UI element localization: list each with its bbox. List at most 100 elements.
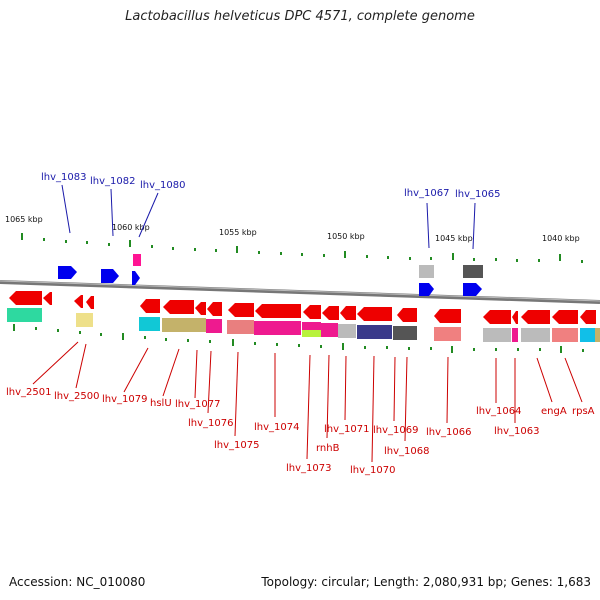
gene-box	[580, 328, 595, 342]
gene-arrow-reverse[interactable]	[255, 304, 301, 318]
minor-tick	[320, 345, 322, 348]
minor-tick	[144, 336, 146, 339]
leader-line	[404, 356, 408, 442]
leader-line	[446, 356, 449, 424]
gene-arrow-reverse[interactable]	[397, 308, 417, 322]
major-tick	[559, 254, 561, 261]
minor-tick	[582, 349, 584, 352]
minor-tick	[387, 256, 389, 259]
gene-arrow-forward[interactable]	[58, 266, 77, 279]
gene-arrow-reverse[interactable]	[140, 299, 160, 313]
minor-tick	[538, 259, 540, 262]
gene-arrow-reverse[interactable]	[74, 295, 83, 308]
gene-label[interactable]: lhv_1068	[384, 446, 429, 457]
gene-label[interactable]: lhv_1066	[426, 427, 471, 438]
gene-arrow-reverse[interactable]	[322, 306, 339, 320]
gene-box	[552, 328, 578, 342]
gene-label[interactable]: rpsA	[572, 406, 595, 417]
gene-arrow-reverse[interactable]	[552, 310, 578, 324]
gene-box	[302, 322, 321, 330]
gene-arrow-reverse[interactable]	[512, 311, 518, 324]
gene-label[interactable]: lhv_1075	[214, 440, 259, 451]
forward-gene-boxes	[133, 254, 483, 278]
gene-label[interactable]: lhv_2500	[54, 391, 99, 402]
scale-label: 1055 kbp	[219, 228, 257, 237]
gene-box	[302, 330, 321, 337]
minor-tick	[495, 348, 497, 351]
genome-backbone-highlight	[0, 280, 600, 302]
minor-tick	[100, 333, 102, 336]
major-tick	[236, 246, 238, 253]
gene-box	[419, 265, 434, 278]
gene-box	[7, 308, 42, 322]
reverse-leaders	[32, 341, 583, 463]
gene-label[interactable]: lhv_1077	[175, 399, 220, 410]
gene-arrow-reverse[interactable]	[43, 292, 52, 305]
gene-arrow-reverse[interactable]	[434, 309, 461, 323]
major-tick	[129, 240, 131, 247]
minor-tick	[386, 346, 388, 349]
minor-tick	[366, 255, 368, 258]
scale-label: 1045 kbp	[435, 234, 473, 243]
genome-backbone	[0, 280, 600, 304]
gene-label[interactable]: rnhB	[316, 443, 340, 454]
leader-line	[138, 192, 159, 238]
gene-label[interactable]: lhv_2501	[6, 387, 51, 398]
gene-arrow-reverse[interactable]	[521, 310, 550, 324]
upper-ticks	[21, 233, 583, 263]
gene-arrow-reverse[interactable]	[357, 307, 392, 321]
gene-arrow-forward[interactable]	[132, 271, 140, 285]
scale-label: 1065 kbp	[5, 215, 43, 224]
gene-box	[227, 320, 254, 334]
gene-box	[254, 321, 301, 335]
gene-arrow-reverse[interactable]	[9, 291, 42, 305]
gene-label[interactable]: lhv_1071	[324, 424, 369, 435]
gene-box	[483, 328, 511, 342]
gene-arrow-reverse[interactable]	[86, 296, 94, 309]
minor-tick	[473, 258, 475, 261]
gene-label[interactable]: lhv_1083	[41, 172, 86, 183]
gene-label[interactable]: lhv_1063	[494, 426, 539, 437]
minor-tick	[194, 248, 196, 251]
gene-label[interactable]: lhv_1065	[455, 189, 500, 200]
gene-arrow-reverse[interactable]	[340, 306, 356, 320]
gene-arrow-forward[interactable]	[419, 283, 434, 296]
gene-arrow-reverse[interactable]	[228, 303, 254, 317]
minor-tick	[209, 340, 211, 343]
gene-label[interactable]: lhv_1079	[102, 394, 147, 405]
gene-arrow-forward[interactable]	[101, 269, 119, 283]
minor-tick	[581, 260, 583, 263]
gene-box	[357, 325, 392, 339]
gene-label[interactable]: lhv_1076	[188, 418, 233, 429]
gene-arrow-reverse[interactable]	[580, 310, 596, 324]
major-tick	[560, 346, 562, 353]
major-tick	[122, 333, 124, 340]
gene-label[interactable]: lhv_1073	[286, 463, 331, 474]
gene-box	[76, 313, 93, 327]
gene-label[interactable]: hslU	[150, 398, 172, 409]
gene-box	[512, 328, 518, 342]
gene-label[interactable]: lhv_1080	[140, 180, 185, 191]
gene-arrow-reverse[interactable]	[483, 310, 511, 324]
gene-arrow-forward[interactable]	[463, 283, 482, 296]
gene-arrow-reverse[interactable]	[195, 302, 206, 315]
gene-label[interactable]: engA	[541, 406, 567, 417]
gene-label[interactable]: lhv_1082	[90, 176, 135, 187]
map-title: Lactobacillus helveticus DPC 4571, compl…	[125, 9, 475, 24]
minor-tick	[43, 238, 45, 241]
gene-arrow-reverse[interactable]	[163, 300, 194, 314]
gene-arrow-reverse[interactable]	[303, 305, 321, 319]
minor-tick	[86, 241, 88, 244]
gene-box	[133, 254, 141, 266]
gene-label[interactable]: lhv_1074	[254, 422, 299, 433]
minor-tick	[495, 258, 497, 261]
forward-gene-labels: lhv_1083 lhv_1082 lhv_1080 lhv_1067 lhv_…	[41, 172, 500, 200]
gene-label[interactable]: lhv_1070	[350, 465, 395, 476]
gene-label[interactable]: lhv_1069	[373, 425, 418, 436]
gene-arrow-reverse[interactable]	[207, 302, 222, 316]
gene-label[interactable]: lhv_1064	[476, 406, 521, 417]
lower-ticks	[13, 324, 584, 353]
gene-label[interactable]: lhv_1067	[404, 188, 449, 199]
scale-label: 1050 kbp	[327, 232, 365, 241]
